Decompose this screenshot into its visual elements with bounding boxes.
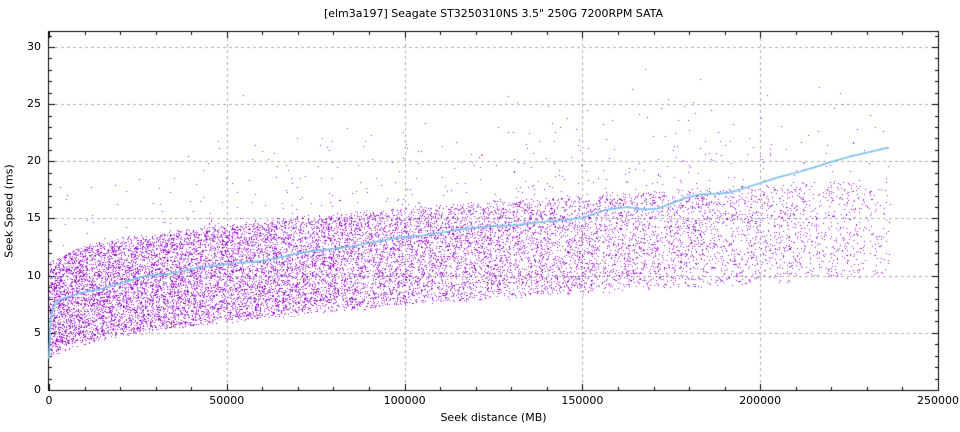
y-tick-label-5: 5	[34, 325, 41, 339]
x-axis-label: Seek distance (MB)	[440, 411, 547, 424]
y-tick-label-10: 10	[27, 268, 41, 282]
x-tick-label-250000: 250000	[917, 394, 959, 407]
y-tick-label-30: 30	[27, 39, 41, 53]
x-tick-label-150000: 150000	[561, 394, 604, 407]
x-tick-label-0: 0	[45, 394, 53, 407]
y-tick-label-0: 0	[34, 383, 41, 396]
y-tick-label-20: 20	[27, 154, 41, 168]
y-tick-label-15: 15	[27, 211, 41, 225]
x-tick-label-200000: 200000	[739, 394, 782, 407]
chart-title: [elm3a197] Seagate ST3250310NS 3.5" 250G…	[323, 7, 664, 20]
x-tick-label-100000: 100000	[383, 394, 426, 407]
y-tick-label-25: 25	[27, 97, 41, 111]
x-tick-label-50000: 50000	[209, 394, 245, 407]
